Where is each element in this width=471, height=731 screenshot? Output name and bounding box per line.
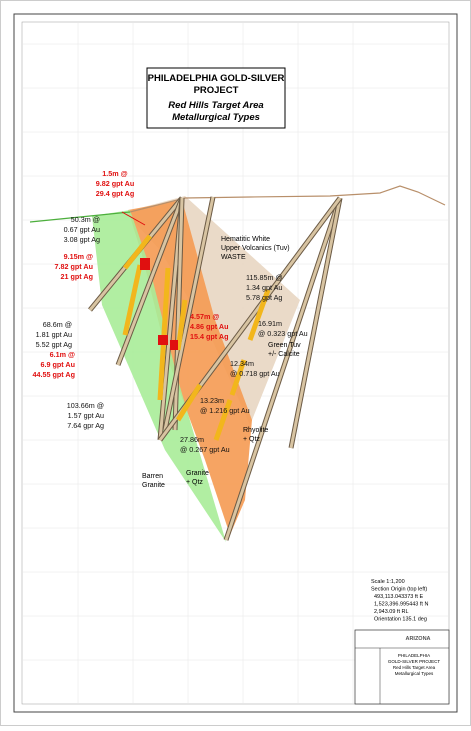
orange-zone — [128, 200, 252, 535]
scale-info: Scale 1:1,200 Section Origin (top left)49… — [371, 579, 428, 623]
intercept-label: 21 gpt Ag — [61, 272, 93, 281]
intercept-label: 7.64 gpr Ag — [67, 421, 104, 430]
intercept-label: @ 0.323 gpt Au — [258, 329, 308, 338]
intercept-label: 5.78 gpt Ag — [246, 293, 282, 302]
zone-label: Granite — [142, 482, 165, 489]
intercept-label: 9.15m @ — [64, 252, 93, 261]
intercept-label: 27.86m — [180, 435, 204, 444]
zone-label: WASTE — [221, 254, 246, 261]
title-line: Metallurgical Types — [172, 112, 260, 123]
intercept-label: 15.4 gpt Ag — [190, 332, 228, 341]
scale-line: Section Origin (top left) — [371, 587, 427, 593]
zone-label: Upper Volcanics (Tuv) — [221, 245, 290, 252]
inner-frame — [21, 21, 450, 705]
title-line: Red Hills Target Area — [168, 100, 263, 111]
title-block-line: Metallurgical Types — [395, 671, 434, 676]
scale-line: 2,943.09 ft RL — [374, 609, 409, 615]
title-line: PROJECT — [194, 85, 239, 96]
intercept-label: 6.9 gpt Au — [41, 360, 75, 369]
intercept-label: 1.57 gpt Au — [68, 411, 104, 420]
intercept-label: 29.4 gpt Ag — [96, 189, 134, 198]
drill-holes — [88, 196, 343, 541]
intercept-label: 1.5m @ — [102, 169, 127, 178]
title-line: PHILADELPHIA GOLD-SILVER — [148, 73, 285, 84]
zone-label: + Qtz — [243, 436, 260, 443]
intercept-label: 13.23m — [200, 396, 224, 405]
intercept-label: 5.52 gpt Ag — [36, 340, 72, 349]
scale-line: 1,523,396.995443 ft N — [374, 602, 428, 608]
zone-label: Rhyolite — [243, 427, 268, 434]
intercept-label: 9.82 gpt Au — [96, 179, 134, 188]
intercept-label: 50.3m @ — [71, 215, 100, 224]
intercept-label: 0.67 gpt Au — [64, 225, 100, 234]
title-block-line: PHILADELPHIA — [398, 653, 430, 658]
intercept-label: @ 0.267 gpt Au — [180, 445, 230, 454]
zone-labels: Hematitic White Upper Volcanics (Tuv) WAST… — [142, 236, 301, 489]
zone-label: + Qtz — [186, 479, 203, 486]
intercept-label: 115.85m @ — [246, 273, 283, 282]
surface-left — [29, 211, 131, 223]
title-box — [146, 67, 286, 129]
intercept-label: 7.82 gpt Au — [55, 262, 93, 271]
zone-label: Granite — [186, 470, 209, 477]
intercept-label: @ 1.216 gpt Au — [200, 406, 250, 415]
title-block — [354, 629, 450, 705]
title-block-line: Red Hills Target Area — [393, 665, 436, 670]
intercept-label: 3.08 gpt Ag — [64, 235, 100, 244]
scale-line: Orientation 135.1 deg — [374, 617, 427, 623]
scale-line: 493,113.043373 ft E — [374, 594, 423, 600]
frame — [13, 13, 458, 713]
intercept-label: @ 0.718 gpt Au — [230, 369, 280, 378]
grid — [22, 22, 449, 704]
zone-label: Green Tuv — [268, 342, 301, 349]
intercept-label: 4.57m @ — [190, 312, 219, 321]
scale-line: Scale 1:1,200 — [371, 579, 405, 585]
surface — [129, 185, 446, 213]
intercept-label: 68.6m @ — [43, 320, 72, 329]
zone-label: Barren — [142, 473, 163, 480]
intercept-label: 4.86 gpt Au — [190, 322, 228, 331]
intercept-label: 12.34m — [230, 359, 254, 368]
title-block-line: GOLD-SILVER PROJECT — [388, 659, 440, 664]
zone-label: +/- Calcite — [268, 351, 300, 358]
intercept-label: 1.34 gpt Au — [246, 283, 282, 292]
company: ARIZONA — [405, 636, 430, 642]
intercept-label: 44.55 gpt Ag — [33, 370, 75, 379]
zone-label: Hematitic White — [221, 236, 270, 243]
intercept-label: 103.66m @ — [67, 401, 104, 410]
intercept-label: 1.81 gpt Au — [36, 330, 72, 339]
intercept-label: 16.91m — [258, 319, 282, 328]
intercept-label: 6.1m @ — [50, 350, 75, 359]
